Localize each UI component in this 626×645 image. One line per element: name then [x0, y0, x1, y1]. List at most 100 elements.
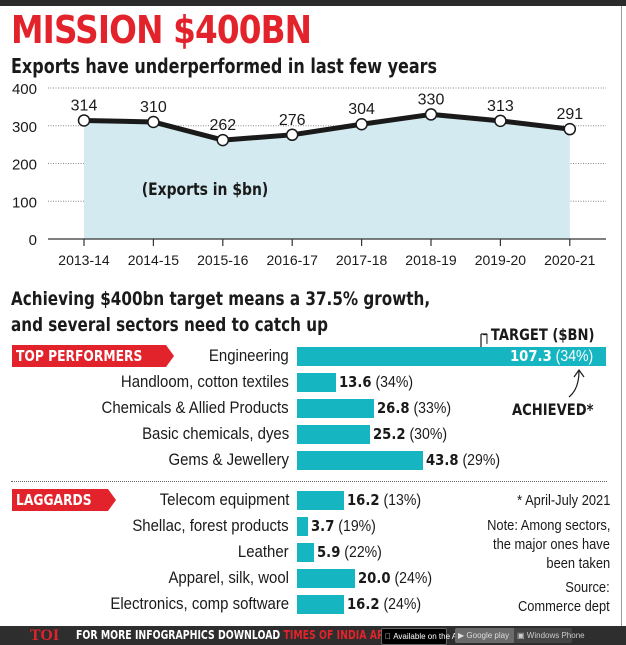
- windows-phone-badge[interactable]: ▣ Windows Phone: [514, 628, 585, 643]
- achieved-pct: (33%): [413, 400, 452, 417]
- exports-line-chart: 0 100 200 300 400 (Exports in $bn) 314 2013-14 3…: [12, 81, 606, 268]
- bar-value-label: 5.9 (22%): [317, 541, 382, 564]
- target-value: 16.2: [346, 595, 380, 613]
- units-annotation: (Exports in $bn): [142, 180, 269, 200]
- bar-value-label: 20.0 (24%): [358, 567, 432, 590]
- app-store-badge[interactable]:  Available on the App Store: [381, 628, 487, 645]
- target-value: 25.2: [372, 425, 406, 443]
- section-heading-line1: Achieving $400bn target means a 37.5% gr…: [11, 288, 431, 310]
- data-label: 291: [556, 106, 583, 123]
- bar-row: Electronics, comp software 16.2 (24%): [0, 593, 626, 615]
- sector-note-line2: the major ones have: [493, 536, 610, 553]
- target-value: 13.6: [339, 373, 372, 391]
- achieved-pct: (13%): [383, 492, 421, 509]
- target-value: 20.0: [357, 569, 391, 587]
- target-value: 3.7: [310, 517, 335, 535]
- bar: [297, 569, 355, 588]
- bar: [297, 425, 370, 444]
- toi-logo: TOI: [30, 627, 60, 644]
- achieved-pct: (34%): [375, 374, 414, 391]
- y-tick-label: 0: [29, 232, 37, 249]
- sector-label: Electronics, comp software: [110, 594, 289, 613]
- bar: [297, 543, 314, 562]
- bar-row: Apparel, silk, wool 20.0 (24%): [0, 567, 626, 589]
- section-divider: [11, 481, 607, 482]
- bar-value-label: 26.8 (33%): [377, 397, 451, 420]
- bar-value-label: 107.3 (34%): [510, 345, 593, 368]
- target-value: 5.9: [316, 543, 341, 561]
- x-tick-label: 2013-14: [58, 252, 110, 268]
- right-border: [621, 6, 622, 626]
- sector-label: Engineering: [209, 346, 289, 365]
- data-label: 276: [279, 112, 306, 129]
- bar: [297, 347, 606, 366]
- x-tick-label: 2019-20: [475, 252, 527, 268]
- data-label: 310: [140, 99, 167, 116]
- bar: [297, 491, 344, 510]
- data-point: [216, 133, 230, 147]
- bar-value-label: 25.2 (30%): [373, 423, 447, 446]
- play-icon: ▶: [458, 631, 465, 640]
- data-label: 330: [418, 91, 445, 108]
- bar-row: Handloom, cotton textiles 13.6 (34%): [0, 371, 626, 393]
- y-tick-label: 200: [12, 157, 37, 174]
- bar-row: Basic chemicals, dyes 25.2 (30%): [0, 423, 626, 445]
- bar-row: Telecom equipment 16.2 (13%): [0, 489, 626, 511]
- data-label: 262: [209, 117, 236, 134]
- x-tick-label: 2017-18: [336, 252, 388, 268]
- target-label: ┐TARGET ($BN): [483, 325, 595, 344]
- achieved-pct: (30%): [409, 426, 447, 443]
- area-fill: [84, 114, 570, 239]
- y-tick-label: 100: [12, 194, 37, 211]
- data-point: [285, 128, 299, 142]
- data-label: 304: [348, 101, 375, 118]
- x-tick-label: 2020-21: [544, 252, 596, 268]
- x-tick-label: 2014-15: [128, 252, 180, 268]
- bar-value-label: 43.8 (29%): [426, 449, 500, 472]
- laggards-tag: LAGGARDS: [12, 489, 116, 511]
- achieved-pct: (29%): [462, 452, 501, 469]
- bar-value-label: 3.7 (19%): [311, 515, 376, 538]
- x-tick-label: 2016-17: [267, 252, 319, 268]
- data-point: [147, 115, 160, 129]
- bar-row: Gems & Jewellery 43.8 (29%): [0, 449, 626, 471]
- target-value: 26.8: [377, 399, 410, 417]
- series-line: [83, 111, 571, 143]
- sector-note-line1: Note: Among sectors,: [486, 517, 610, 534]
- apple-icon: : [385, 632, 391, 641]
- y-tick-label: 400: [12, 81, 37, 98]
- source-label: Source:: [565, 579, 610, 596]
- achieved-arrow: [568, 368, 585, 398]
- achieved-label: ACHIEVED*: [512, 400, 594, 419]
- bar: [297, 595, 344, 614]
- google-play-badge[interactable]: ▶ Google play: [455, 628, 515, 643]
- period-note: * April-July 2021: [516, 492, 610, 509]
- bar: [297, 451, 424, 470]
- top-border: [0, 0, 626, 6]
- bar-value-label: 16.2 (13%): [347, 489, 421, 512]
- windows-icon: ▣: [517, 631, 525, 640]
- target-value: 107.3: [510, 347, 552, 365]
- footer-banner: TOI FOR MORE INFOGRAPHICS DOWNLOAD TIMES…: [0, 626, 626, 645]
- target-value: 43.8: [426, 451, 459, 469]
- bar-row: Engineering 107.3 (34%): [0, 345, 626, 367]
- data-point: [563, 122, 577, 136]
- bar: [297, 373, 337, 392]
- x-tick-label: 2018-19: [405, 252, 457, 268]
- bar-value-label: 16.2 (24%): [347, 593, 421, 616]
- achieved-pct: (24%): [394, 570, 432, 587]
- data-label: 313: [487, 98, 514, 115]
- sector-label: Shellac, forest products: [132, 516, 289, 535]
- data-point: [424, 108, 438, 121]
- sector-label: Handloom, cotton textiles: [121, 372, 289, 391]
- footer-promo-text: FOR MORE INFOGRAPHICS DOWNLOAD TIMES OF …: [76, 628, 391, 642]
- chart-subtitle: Exports have underperformed in last few …: [11, 54, 438, 78]
- achieved-pct: (34%): [555, 348, 594, 365]
- page-title: MISSION $400BN: [11, 8, 312, 52]
- data-point: [77, 114, 91, 127]
- sector-label: Basic chemicals, dyes: [141, 424, 289, 443]
- data-label: 314: [71, 97, 98, 114]
- data-point: [494, 114, 507, 128]
- bar-value-label: 13.6 (34%): [339, 371, 413, 394]
- bar-row: Chemicals & Allied Products 26.8 (33%): [0, 397, 626, 419]
